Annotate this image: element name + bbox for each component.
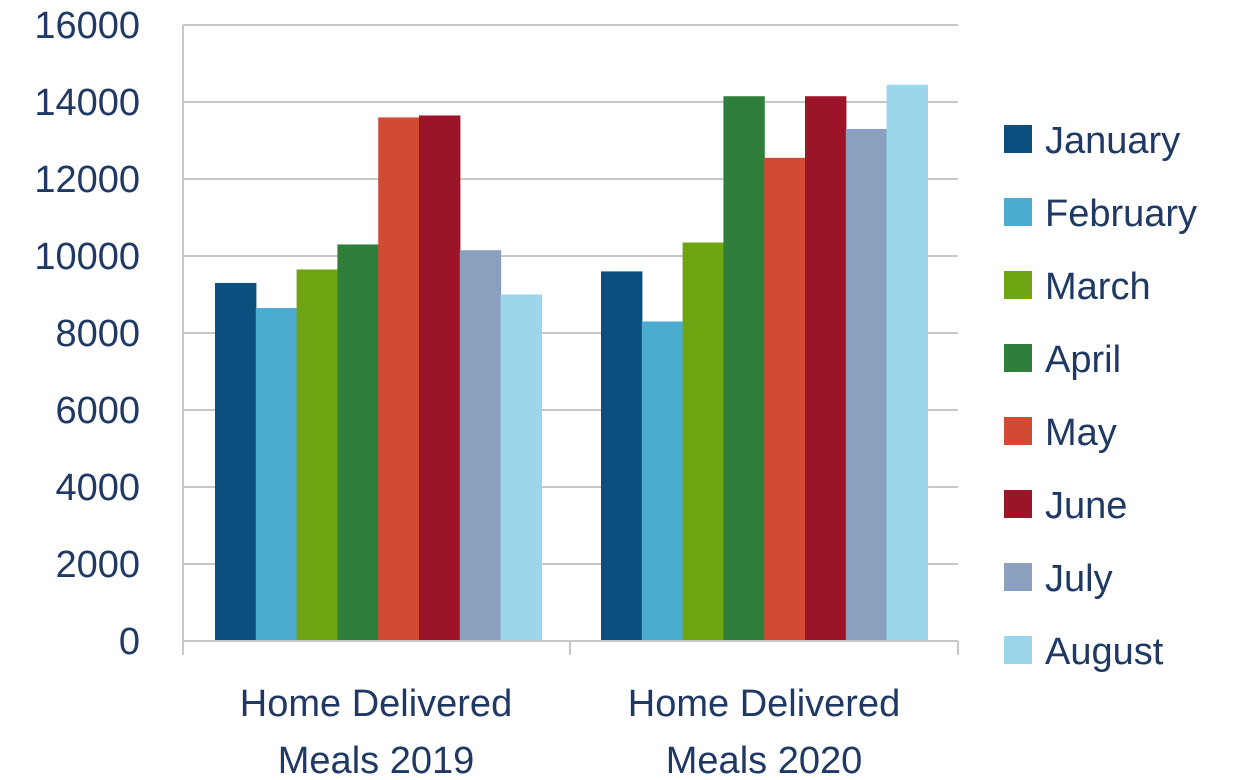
- bar-february-0: [255, 307, 298, 641]
- legend-swatch: [1004, 198, 1032, 226]
- y-tick-label: 2000: [55, 544, 140, 586]
- legend-swatch: [1004, 344, 1032, 372]
- bar-april-0: [337, 244, 379, 641]
- x-category-label: Home Delivered: [628, 683, 900, 725]
- x-category-label: Meals 2020: [666, 740, 862, 780]
- legend-label: August: [1045, 631, 1164, 673]
- y-tick-label: 14000: [34, 82, 140, 124]
- y-tick-label: 6000: [55, 390, 140, 432]
- bar-january-0: [215, 282, 257, 641]
- x-category-label: Meals 2019: [278, 740, 474, 780]
- legend-swatch: [1004, 417, 1032, 445]
- legend-label: July: [1045, 558, 1113, 600]
- y-tick-label: 12000: [34, 159, 140, 201]
- legend-label: May: [1045, 412, 1117, 454]
- legend-swatch: [1004, 271, 1032, 299]
- legend-swatch: [1004, 636, 1032, 664]
- bar-may-1: [764, 157, 806, 641]
- legend-swatch: [1004, 490, 1032, 518]
- bar-july-1: [845, 128, 888, 641]
- bar-june-0: [419, 115, 461, 642]
- bar-february-1: [641, 321, 684, 641]
- x-axis-category-labels: Home Delivered Meals 2019 Home Delivered Me…: [240, 683, 900, 780]
- bars: [215, 84, 928, 642]
- legend-label: February: [1045, 193, 1197, 235]
- legend-label: April: [1045, 339, 1121, 381]
- bar-august-1: [886, 84, 928, 642]
- bar-march-1: [682, 242, 724, 641]
- bar-april-1: [723, 96, 765, 642]
- bar-june-1: [805, 96, 847, 642]
- y-tick-label: 16000: [34, 5, 140, 47]
- legend-label: June: [1045, 485, 1127, 527]
- bar-july-0: [459, 250, 502, 641]
- legend-swatch: [1004, 125, 1032, 153]
- y-tick-label: 8000: [55, 313, 140, 355]
- legend-label: March: [1045, 266, 1151, 308]
- legend-label: January: [1045, 120, 1180, 162]
- bar-august-0: [500, 294, 542, 641]
- y-tick-label: 4000: [55, 467, 140, 509]
- y-tick-label: 10000: [34, 236, 140, 278]
- legend: January February March April May June July Augu…: [1004, 120, 1197, 673]
- x-category-label: Home Delivered: [240, 683, 512, 725]
- y-tick-label: 0: [119, 621, 140, 663]
- bar-may-0: [378, 117, 420, 641]
- legend-swatch: [1004, 563, 1032, 591]
- axes: [182, 25, 959, 655]
- bar-march-0: [296, 269, 338, 641]
- y-axis-tick-labels: 0 2000 4000 6000 8000 10000 12000 14000 16000: [34, 5, 140, 663]
- bar-january-1: [601, 271, 643, 641]
